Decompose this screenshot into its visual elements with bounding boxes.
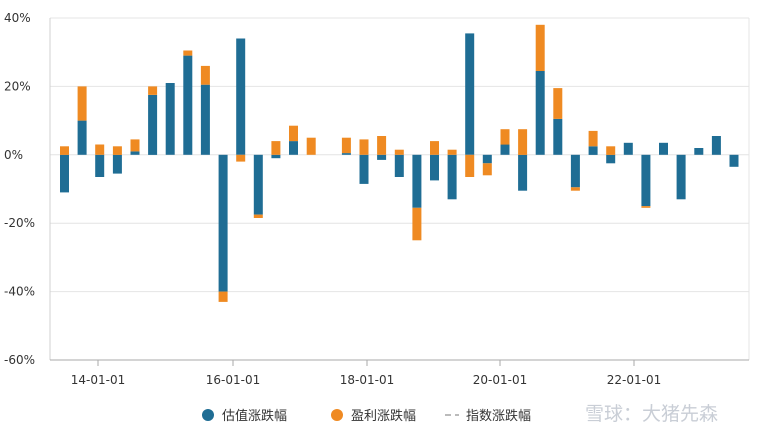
valuation-bar (253, 154, 263, 215)
valuation-bar (236, 38, 246, 155)
earnings-bar (218, 291, 228, 302)
earnings-bar (341, 137, 351, 154)
earnings-bar (183, 50, 193, 56)
valuation-bar (60, 154, 69, 193)
valuation-bar (570, 154, 580, 188)
valuation-bar (394, 154, 404, 177)
valuation-bar (412, 154, 422, 208)
valuation-bar (183, 55, 193, 155)
legend-label[interactable]: 盈利涨跌幅 (351, 408, 416, 424)
earnings-bar (271, 141, 281, 155)
earnings-bar (641, 206, 651, 208)
watermark-text: 雪球：大猪先森 (585, 403, 718, 425)
valuation-bar (606, 154, 616, 164)
earnings-bar (253, 214, 263, 218)
valuation-bar (148, 95, 158, 155)
earnings-bar (518, 129, 528, 155)
x-tick-label: 22-01-01 (607, 373, 661, 387)
valuation-bar (165, 83, 175, 155)
valuation-bar (535, 71, 545, 155)
valuation-bar (518, 154, 528, 191)
valuation-bar (588, 146, 598, 155)
valuation-bar (218, 154, 228, 292)
valuation-bar (447, 154, 457, 200)
earnings-bar (200, 65, 210, 85)
legend-dot-icon[interactable] (202, 409, 214, 421)
valuation-bar (465, 33, 475, 155)
earnings-bar (130, 139, 140, 152)
earnings-bar (430, 141, 439, 155)
earnings-bar (359, 139, 369, 155)
x-tick-label: 20-01-01 (473, 373, 527, 387)
earnings-bar (482, 163, 492, 176)
valuation-bar (112, 154, 122, 174)
y-tick-label: 40% (4, 11, 31, 25)
valuation-bar (359, 154, 369, 184)
y-tick-label: -60% (4, 353, 35, 367)
earnings-bar (412, 207, 422, 241)
earnings-bar (588, 130, 598, 147)
earnings-bar (535, 24, 545, 71)
y-tick-label: 20% (4, 79, 31, 93)
earnings-bar (306, 137, 316, 155)
x-tick-label: 14-01-01 (71, 373, 125, 387)
earnings-bar (377, 136, 387, 155)
earnings-bar (289, 125, 298, 142)
valuation-bar (200, 84, 210, 155)
valuation-bar (341, 153, 351, 155)
valuation-bar (659, 142, 668, 155)
valuation-bar (500, 144, 510, 155)
y-tick-label: -40% (4, 285, 35, 299)
valuation-bar (482, 154, 492, 164)
earnings-bar (606, 146, 616, 155)
valuation-bar (711, 136, 721, 155)
valuation-bar (676, 154, 686, 200)
valuation-bar (77, 120, 87, 155)
y-axis: 40% 20% 0% -20% -40% -60% (4, 11, 35, 367)
valuation-bar (553, 118, 563, 155)
valuation-bar (130, 151, 140, 155)
earnings-bar (95, 144, 105, 155)
legend[interactable]: 估值涨跌幅 盈利涨跌幅 指数涨跌幅 (202, 408, 531, 424)
earnings-bar (112, 146, 122, 155)
earnings-bar (465, 154, 475, 177)
valuation-bar (694, 148, 704, 155)
legend-label[interactable]: 估值涨跌幅 (222, 408, 287, 424)
legend-label[interactable]: 指数涨跌幅 (466, 408, 531, 424)
valuation-bar (95, 154, 105, 177)
valuation-bar (271, 154, 281, 159)
x-axis: 14-01-01 16-01-01 18-01-01 20-01-01 22-01-01 (71, 360, 661, 387)
legend-dot-icon[interactable] (331, 409, 343, 421)
x-tick-label: 16-01-01 (206, 373, 260, 387)
earnings-bar (394, 149, 404, 155)
earnings-bar (60, 146, 69, 155)
earnings-bar (500, 129, 510, 145)
earnings-bar (570, 187, 580, 191)
earnings-bar (236, 154, 246, 162)
earnings-bar (553, 88, 563, 119)
bars (60, 24, 739, 302)
earnings-bar (77, 86, 87, 121)
valuation-bar (377, 154, 387, 160)
y-tick-label: 0% (4, 148, 23, 162)
valuation-bar (641, 154, 651, 207)
valuation-bar (289, 141, 298, 155)
valuation-bar (729, 154, 739, 167)
y-tick-label: -20% (4, 216, 35, 230)
earnings-bar (148, 86, 158, 95)
x-tick-label: 18-01-01 (340, 373, 394, 387)
earnings-bar (447, 149, 457, 155)
valuation-bar (623, 142, 633, 155)
valuation-bar (430, 154, 439, 181)
